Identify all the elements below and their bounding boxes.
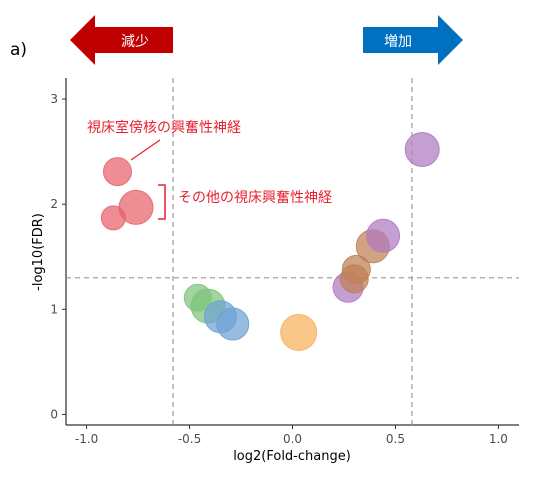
data-point [404, 132, 440, 168]
decrease-arrow: 減少 [70, 15, 173, 65]
decrease-arrow-label: 減少 [121, 33, 149, 50]
decrease-arrow-shape [70, 15, 173, 65]
increase-arrow-shape [363, 15, 463, 65]
y-tick-label: 3 [50, 92, 58, 106]
x-tick-label: 1.0 [489, 432, 508, 446]
data-point [280, 313, 318, 351]
data-point [341, 254, 371, 284]
y-tick-label: 2 [50, 197, 58, 211]
x-tick-label: -1.0 [75, 432, 98, 446]
data-point [216, 307, 250, 341]
data-point [118, 189, 154, 225]
annotation-paraventricular: 視床室傍核の興奮性神経 [87, 119, 241, 136]
panel-label: a) [10, 40, 27, 60]
x-tick-label: 0.5 [386, 432, 405, 446]
y-tick-label: 0 [50, 407, 58, 421]
annotation-other-thalamic-bracket [158, 184, 166, 220]
data-point [366, 218, 401, 253]
data-point [102, 157, 132, 187]
increase-arrow: 増加 [363, 15, 463, 65]
x-tick-label: 0.0 [283, 432, 302, 446]
y-tick-label: 1 [50, 302, 58, 316]
annotation-other-thalamic: その他の視床興奮性神経 [178, 190, 332, 206]
annotation-paraventricular-leader [130, 139, 161, 161]
x-tick-label: -0.5 [178, 432, 201, 446]
increase-arrow-label: 増加 [384, 34, 412, 50]
x-axis-title: log2(Fold-change) [233, 449, 351, 464]
y-axis-title: -log10(FDR) [31, 213, 46, 291]
